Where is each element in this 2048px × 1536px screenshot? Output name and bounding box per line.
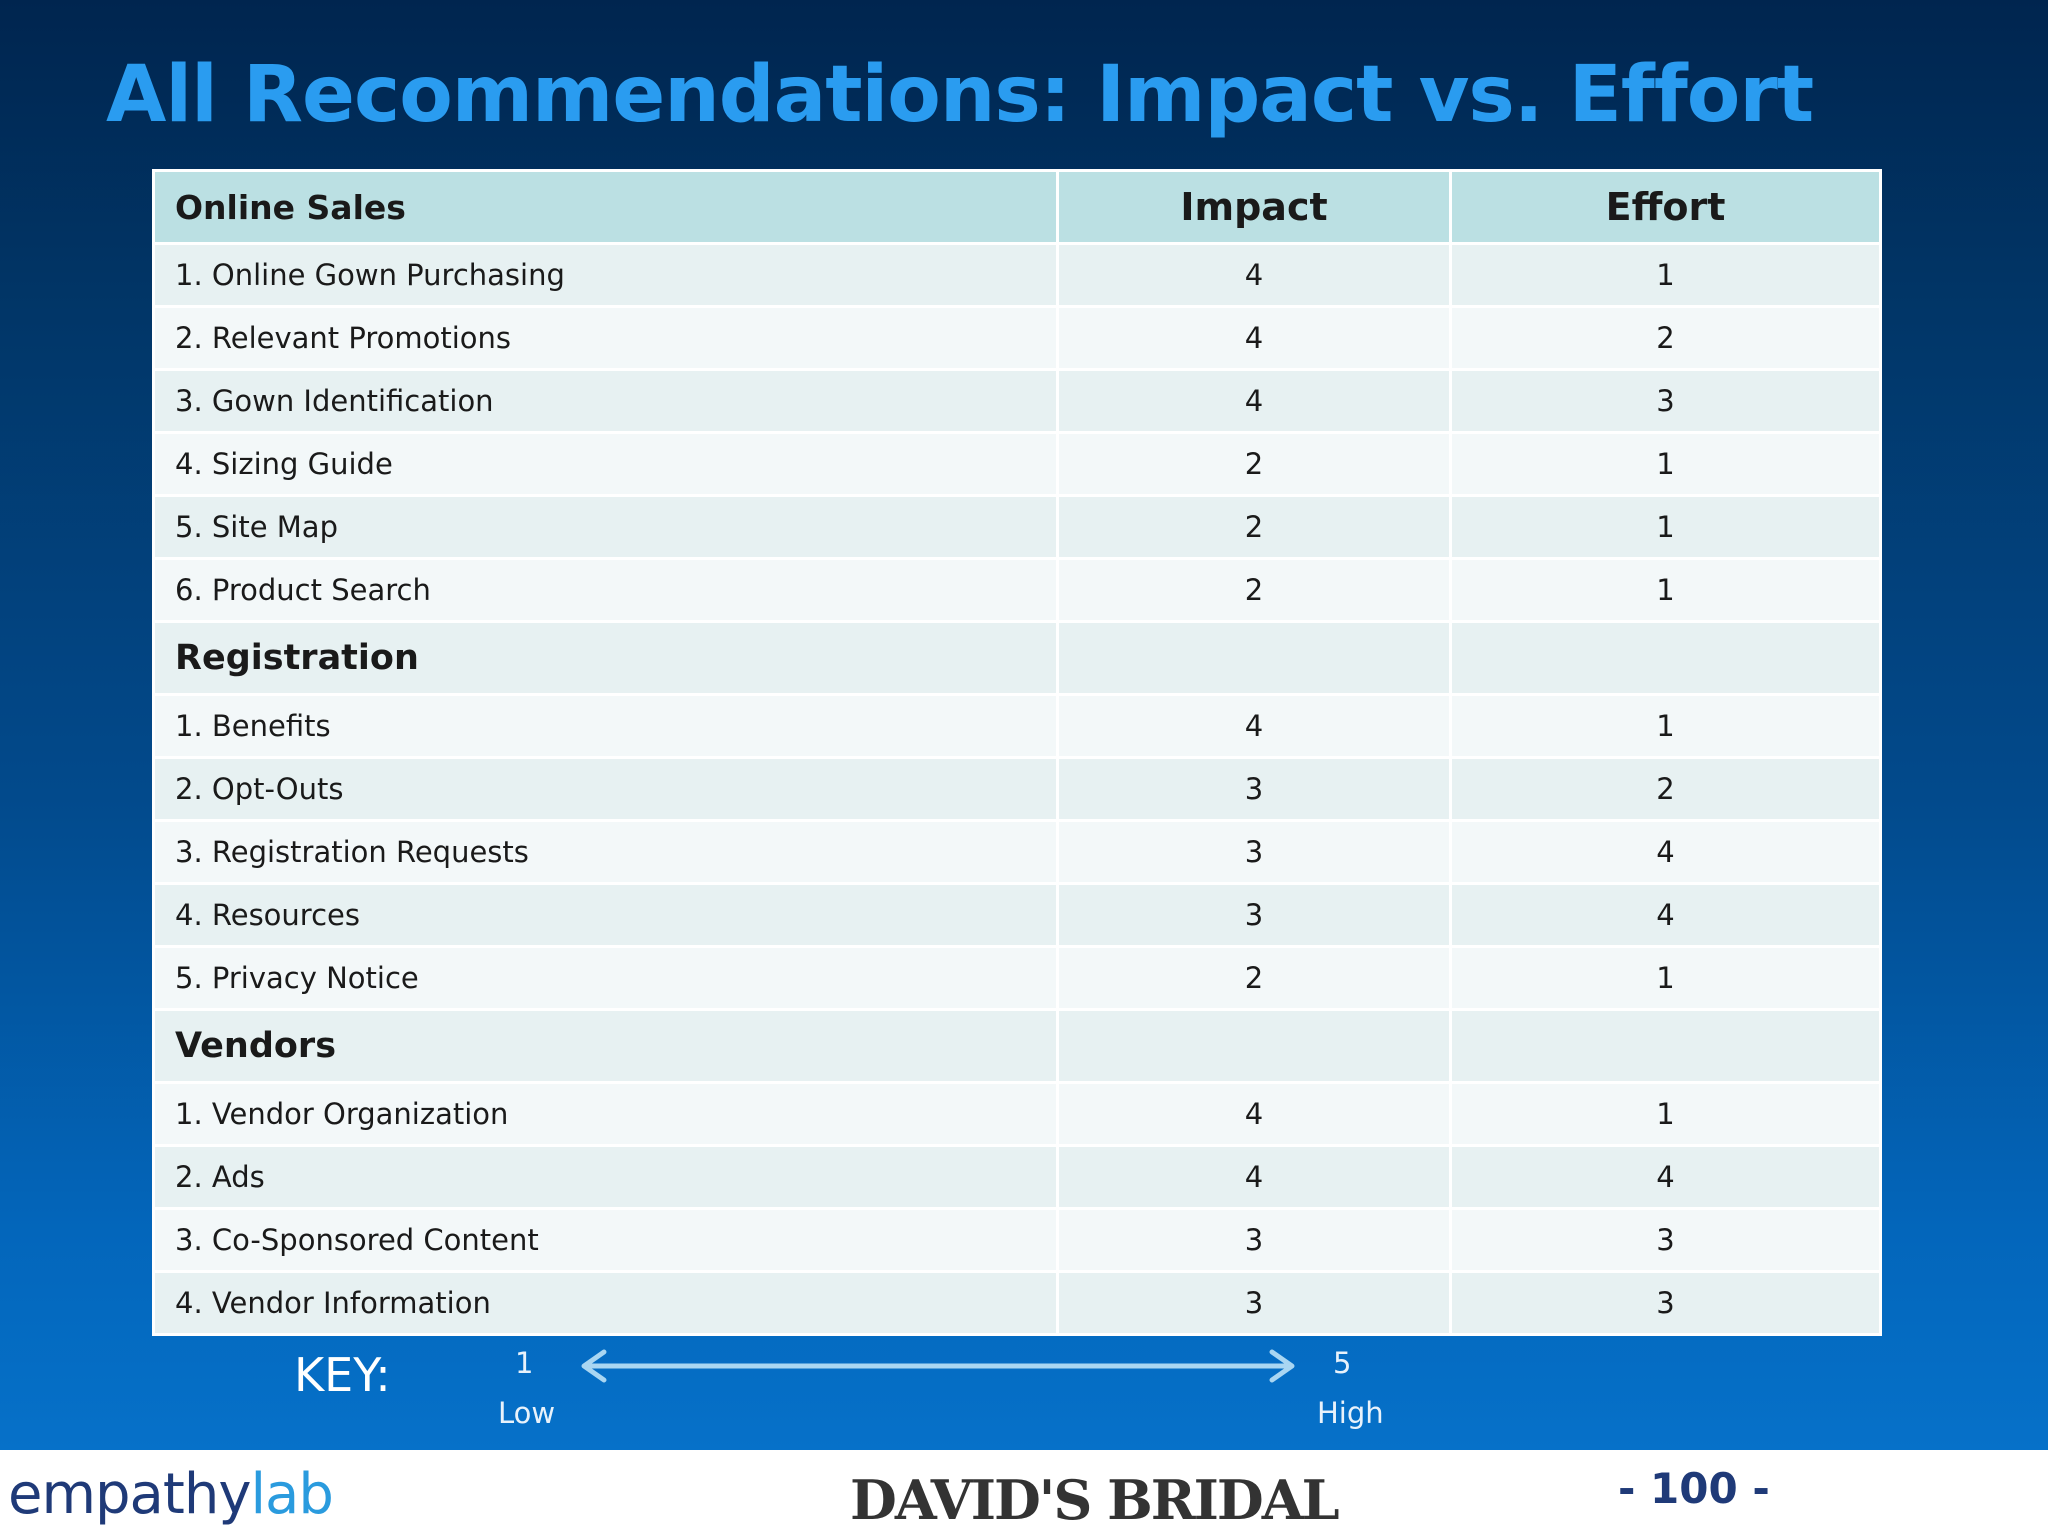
row-impact: 3 (1056, 1207, 1452, 1273)
row-effort: 4 (1449, 1144, 1882, 1210)
section-title-registration: Registration (152, 620, 1059, 696)
row-label: 5. Site Map (152, 494, 1059, 560)
row-label: 4. Vendor Information (152, 1270, 1059, 1336)
table-row: 5. Privacy Notice 2 1 (152, 945, 1882, 1011)
row-label: 4. Sizing Guide (152, 431, 1059, 497)
logo-lab-text: lab (250, 1462, 333, 1527)
row-impact: 2 (1056, 431, 1452, 497)
row-label: 4. Resources (152, 882, 1059, 948)
row-label: 1. Vendor Organization (152, 1081, 1059, 1147)
row-label: 3. Gown Identification (152, 368, 1059, 434)
header-effort: Effort (1449, 169, 1882, 245)
slide-background: All Recommendations: Impact vs. Effort O… (0, 0, 2048, 1450)
section-title-vendors: Vendors (152, 1008, 1059, 1084)
section-row-vendors: Vendors (152, 1008, 1882, 1084)
row-effort: 3 (1449, 1207, 1882, 1273)
table-row: 2. Ads 4 4 (152, 1144, 1882, 1210)
row-label: 2. Relevant Promotions (152, 305, 1059, 371)
row-label: 2. Opt-Outs (152, 756, 1059, 822)
row-effort: 4 (1449, 819, 1882, 885)
row-effort: 3 (1449, 1270, 1882, 1336)
row-effort: 1 (1449, 945, 1882, 1011)
page-number: - 100 - (1618, 1464, 1770, 1513)
section-empty-cell (1449, 620, 1882, 696)
key-low-value: 1 (515, 1346, 534, 1380)
row-impact: 4 (1056, 1081, 1452, 1147)
logo-empathy-text: empathy (8, 1462, 251, 1527)
section-row-registration: Registration (152, 620, 1882, 696)
row-impact: 2 (1056, 494, 1452, 560)
table-header-row: Online Sales Impact Effort (152, 169, 1882, 245)
row-impact: 2 (1056, 945, 1452, 1011)
table-row: 6. Product Search 2 1 (152, 557, 1882, 623)
row-effort: 4 (1449, 882, 1882, 948)
table-row: 3. Gown Identification 4 3 (152, 368, 1882, 434)
table-row: 5. Site Map 2 1 (152, 494, 1882, 560)
table-row: 4. Vendor Information 3 3 (152, 1270, 1882, 1336)
row-effort: 2 (1449, 305, 1882, 371)
table-row: 2. Opt-Outs 3 2 (152, 756, 1882, 822)
row-label: 1. Benefits (152, 693, 1059, 759)
double-arrow-icon (581, 1349, 1295, 1383)
row-impact: 3 (1056, 819, 1452, 885)
row-effort: 1 (1449, 1081, 1882, 1147)
table-row: 1. Vendor Organization 4 1 (152, 1081, 1882, 1147)
row-effort: 1 (1449, 431, 1882, 497)
row-impact: 3 (1056, 1270, 1452, 1336)
row-effort: 1 (1449, 557, 1882, 623)
row-effort: 3 (1449, 368, 1882, 434)
section-empty-cell (1449, 1008, 1882, 1084)
row-impact: 2 (1056, 557, 1452, 623)
section-empty-cell (1056, 1008, 1452, 1084)
key-high-label: High (1317, 1396, 1384, 1430)
footer-bar: empathylab DAVID'S BRIDAL - 100 - (0, 1450, 2048, 1536)
key-label: KEY: (294, 1348, 391, 1402)
row-impact: 4 (1056, 242, 1452, 308)
row-impact: 4 (1056, 305, 1452, 371)
row-impact: 3 (1056, 882, 1452, 948)
row-effort: 1 (1449, 494, 1882, 560)
row-effort: 2 (1449, 756, 1882, 822)
row-impact: 4 (1056, 693, 1452, 759)
table-row: 3. Co-Sponsored Content 3 3 (152, 1207, 1882, 1273)
table-row: 4. Resources 3 4 (152, 882, 1882, 948)
key-low-label: Low (498, 1396, 556, 1430)
row-effort: 1 (1449, 693, 1882, 759)
table-row: 1. Online Gown Purchasing 4 1 (152, 242, 1882, 308)
recommendations-table: Online Sales Impact Effort 1. Online Gow… (152, 169, 1882, 1336)
row-label: 6. Product Search (152, 557, 1059, 623)
header-online-sales: Online Sales (152, 169, 1059, 245)
davids-bridal-logo: DAVID'S BRIDAL (850, 1468, 1340, 1532)
row-impact: 4 (1056, 368, 1452, 434)
row-label: 3. Registration Requests (152, 819, 1059, 885)
table-row: 1. Benefits 4 1 (152, 693, 1882, 759)
row-label: 1. Online Gown Purchasing (152, 242, 1059, 308)
key-high-value: 5 (1333, 1346, 1352, 1380)
slide-title: All Recommendations: Impact vs. Effort (106, 50, 1814, 140)
row-label: 5. Privacy Notice (152, 945, 1059, 1011)
row-impact: 4 (1056, 1144, 1452, 1210)
header-impact: Impact (1056, 169, 1452, 245)
table-row: 4. Sizing Guide 2 1 (152, 431, 1882, 497)
table-row: 3. Registration Requests 3 4 (152, 819, 1882, 885)
row-label: 3. Co-Sponsored Content (152, 1207, 1059, 1273)
empathylab-logo: empathylab (8, 1462, 334, 1527)
row-label: 2. Ads (152, 1144, 1059, 1210)
row-impact: 3 (1056, 756, 1452, 822)
row-effort: 1 (1449, 242, 1882, 308)
table-row: 2. Relevant Promotions 4 2 (152, 305, 1882, 371)
section-empty-cell (1056, 620, 1452, 696)
